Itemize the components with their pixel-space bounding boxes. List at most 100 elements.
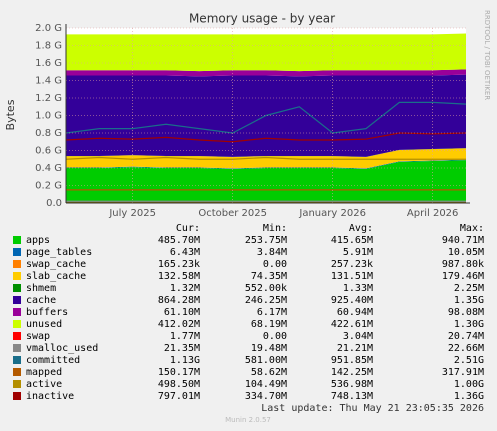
legend-value: 925.40M <box>331 295 373 306</box>
legend-value: 132.58M <box>158 271 200 282</box>
legend-swatch <box>13 236 21 244</box>
legend-value: 3.84M <box>257 247 287 258</box>
legend-swatch <box>13 368 21 376</box>
legend-value: 21.21M <box>337 343 373 354</box>
legend-header: Max: <box>460 223 484 234</box>
legend-value: 5.91M <box>343 247 373 258</box>
legend-value: 317.91M <box>442 367 484 378</box>
legend-value: 552.00k <box>245 283 287 294</box>
legend-value: 253.75M <box>245 235 287 246</box>
legend-value: 1.35G <box>454 295 484 306</box>
legend-value: 987.80k <box>442 259 484 270</box>
legend-value: 797.01M <box>158 391 200 402</box>
legend-value: 415.65M <box>331 235 373 246</box>
legend-value: 422.61M <box>331 319 373 330</box>
legend-label: page_tables <box>26 247 92 258</box>
chart-title: Memory usage - by year <box>189 12 335 26</box>
legend-value: 334.70M <box>245 391 287 402</box>
legend-value: 1.13G <box>170 355 200 366</box>
legend-value: 142.25M <box>331 367 373 378</box>
x-tick-label: July 2025 <box>108 208 156 219</box>
legend-header: Avg: <box>349 223 373 234</box>
legend-value: 1.30G <box>454 319 484 330</box>
legend-label: slab_cache <box>26 271 86 282</box>
legend-value: 3.04M <box>343 331 373 342</box>
footer: Last update: Thu May 21 23:05:35 2026 <box>261 403 484 414</box>
legend-label: unused <box>26 319 62 330</box>
legend-label: mapped <box>26 367 62 378</box>
legend-swatch <box>13 332 21 340</box>
legend-value: 165.23k <box>158 259 200 270</box>
legend-value: 498.50M <box>158 379 200 390</box>
legend-value: 1.33M <box>343 283 373 294</box>
legend-value: 6.43M <box>170 247 200 258</box>
legend-swatch <box>13 380 21 388</box>
legend-label: buffers <box>26 307 68 318</box>
legend-value: 98.08M <box>448 307 484 318</box>
legend-value: 20.74M <box>448 331 484 342</box>
y-tick-label: 0.2 G <box>35 181 62 192</box>
legend-value: 864.28M <box>158 295 200 306</box>
legend-value: 19.48M <box>251 343 287 354</box>
legend-swatch <box>13 284 21 292</box>
legend-value: 21.35M <box>164 343 200 354</box>
area <box>66 69 466 77</box>
legend-value: 1.77M <box>170 331 200 342</box>
legend-value: 536.98M <box>331 379 373 390</box>
y-tick-label: 1.8 G <box>35 41 62 52</box>
legend-label: inactive <box>26 391 74 402</box>
y-tick-label: 1.6 G <box>35 58 62 69</box>
legend-swatch <box>13 320 21 328</box>
legend-value: 246.25M <box>245 295 287 306</box>
legend-label: shmem <box>26 283 56 294</box>
legend-value: 2.25M <box>454 283 484 294</box>
x-tick-label: April 2026 <box>407 208 458 219</box>
legend-value: 74.35M <box>251 271 287 282</box>
line <box>65 101 467 134</box>
legend: Cur: Min: Avg: Max: apps 485.70M 253.75M 415.65… <box>13 223 484 402</box>
legend-value: 131.51M <box>331 271 373 282</box>
legend-value: 0.00 <box>263 331 287 342</box>
legend-value: 1.32M <box>170 283 200 294</box>
legend-value: 485.70M <box>158 235 200 246</box>
legend-value: 2.51G <box>454 355 484 366</box>
legend-label: swap <box>26 331 50 342</box>
legend-swatch <box>13 344 21 352</box>
legend-value: 412.02M <box>158 319 200 330</box>
area <box>66 33 466 72</box>
legend-value: 581.00M <box>245 355 287 366</box>
area <box>66 160 466 203</box>
legend-swatch <box>13 248 21 256</box>
side-note: RRDTOOL / TOBI OETIKER <box>483 10 491 100</box>
legend-value: 748.13M <box>331 391 373 402</box>
legend-value: 60.94M <box>337 307 373 318</box>
legend-value: 68.19M <box>251 319 287 330</box>
version: Munin 2.0.57 <box>225 416 271 424</box>
y-tick-label: 0.4 G <box>35 163 62 174</box>
legend-label: apps <box>26 235 50 246</box>
legend-swatch <box>13 356 21 364</box>
y-tick-label: 1.2 G <box>35 93 62 104</box>
legend-swatch <box>13 260 21 268</box>
legend-swatch <box>13 296 21 304</box>
legend-value: 0.00 <box>263 259 287 270</box>
legend-value: 22.66M <box>448 343 484 354</box>
legend-header: Min: <box>263 223 287 234</box>
legend-value: 150.17M <box>158 367 200 378</box>
legend-label: swap_cache <box>26 259 86 270</box>
y-tick-label: 0.0 <box>46 198 62 209</box>
legend-label: committed <box>26 355 80 366</box>
line <box>65 156 466 160</box>
legend-value: 257.23k <box>331 259 373 270</box>
area <box>66 159 466 169</box>
legend-label: vmalloc_used <box>26 343 98 354</box>
legend-value: 1.00G <box>454 379 484 390</box>
y-tick-label: 0.8 G <box>35 128 62 139</box>
y-tick-label: 2.0 G <box>35 23 62 34</box>
legend-value: 58.62M <box>251 367 287 378</box>
legend-value: 10.05M <box>448 247 484 258</box>
plot <box>65 33 467 204</box>
x-tick-label: January 2026 <box>298 208 366 219</box>
legend-swatch <box>13 272 21 280</box>
